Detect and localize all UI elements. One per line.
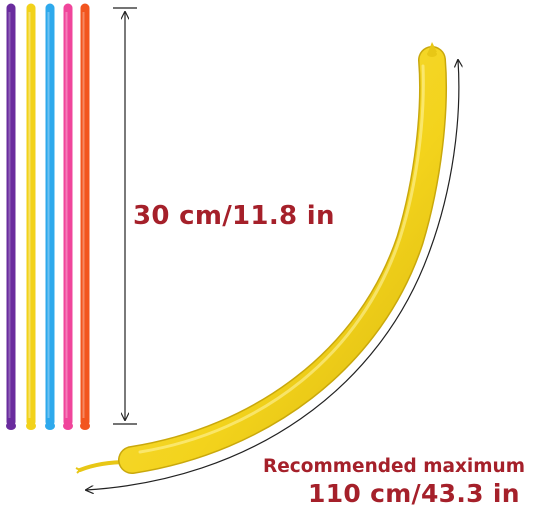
max-length-label: 110 cm/43.3 in — [308, 479, 520, 508]
max-length-caption: Recommended maximum — [263, 456, 525, 477]
balloon-orange — [80, 3, 90, 430]
balloon-pink — [63, 3, 73, 430]
inflated-balloon — [75, 42, 447, 474]
balloon-yellow — [26, 3, 36, 430]
balloon-blue — [45, 3, 55, 430]
uninflated-balloons — [6, 3, 90, 430]
balloon-purple — [6, 3, 16, 430]
inflated-measure-arrow — [86, 60, 459, 490]
uninflated-length-label: 30 cm/11.8 in — [133, 201, 335, 231]
